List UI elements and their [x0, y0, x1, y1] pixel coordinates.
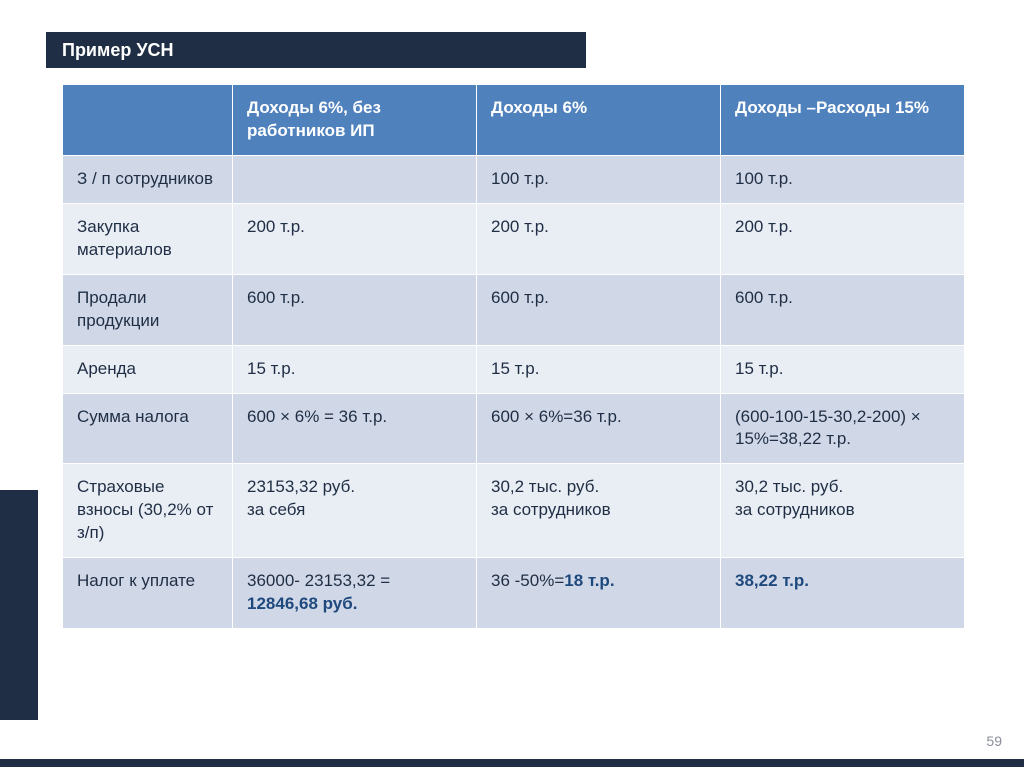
- emphasized-value: 38,22 т.р.: [735, 571, 809, 590]
- table-row: Сумма налога600 × 6% = 36 т.р.600 × 6%=3…: [63, 393, 965, 464]
- row-label: Страховые взносы (30,2% от з/п): [63, 464, 233, 558]
- table-cell: 30,2 тыс. руб.за сотрудников: [721, 464, 965, 558]
- page-number: 59: [986, 733, 1002, 749]
- table-row: Налог к уплате36000- 23153,32 = 12846,68…: [63, 558, 965, 629]
- table-cell: 15 т.р.: [477, 345, 721, 393]
- row-label: Налог к уплате: [63, 558, 233, 629]
- row-label: З / п сотрудников: [63, 155, 233, 203]
- table-cell: [233, 155, 477, 203]
- table-cell: 30,2 тыс. руб.за сотрудников: [477, 464, 721, 558]
- table-cell: 15 т.р.: [233, 345, 477, 393]
- table-cell: 100 т.р.: [477, 155, 721, 203]
- table-row: Аренда15 т.р.15 т.р.15 т.р.: [63, 345, 965, 393]
- table-row: З / п сотрудников 100 т.р.100 т.р.: [63, 155, 965, 203]
- table-cell: 200 т.р.: [233, 203, 477, 274]
- table-row: Страховые взносы (30,2% от з/п)23153,32 …: [63, 464, 965, 558]
- table-cell: 36000- 23153,32 = 12846,68 руб.: [233, 558, 477, 629]
- header-col-3: Доходы –Расходы 15%: [721, 85, 965, 156]
- deco-bottom-bar: [0, 759, 1024, 767]
- comparison-table: Доходы 6%, без работников ИП Доходы 6% Д…: [62, 84, 965, 629]
- table-cell: 38,22 т.р.: [721, 558, 965, 629]
- table-cell: 600 т.р.: [721, 274, 965, 345]
- table-cell: 600 т.р.: [233, 274, 477, 345]
- header-col-2: Доходы 6%: [477, 85, 721, 156]
- table-body: З / п сотрудников100 т.р.100 т.р.Закупка…: [63, 155, 965, 628]
- header-blank: [63, 85, 233, 156]
- row-label: Закупка материалов: [63, 203, 233, 274]
- row-label: Аренда: [63, 345, 233, 393]
- table-cell: 600 т.р.: [477, 274, 721, 345]
- table-cell: 600 × 6% = 36 т.р.: [233, 393, 477, 464]
- table-cell: (600-100-15-30,2-200) × 15%=38,22 т.р.: [721, 393, 965, 464]
- table-cell: 600 × 6%=36 т.р.: [477, 393, 721, 464]
- table-cell: 200 т.р.: [477, 203, 721, 274]
- table-cell: 100 т.р.: [721, 155, 965, 203]
- table-row: Закупка материалов200 т.р.200 т.р.200 т.…: [63, 203, 965, 274]
- table-row: Продали продукции600 т.р.600 т.р.600 т.р…: [63, 274, 965, 345]
- usn-table: Доходы 6%, без работников ИП Доходы 6% Д…: [62, 84, 962, 629]
- header-col-1: Доходы 6%, без работников ИП: [233, 85, 477, 156]
- table-cell: 200 т.р.: [721, 203, 965, 274]
- table-cell: 36 -50%=18 т.р.: [477, 558, 721, 629]
- row-label: Продали продукции: [63, 274, 233, 345]
- slide: Пример УСН Доходы 6%, без работников ИП …: [0, 0, 1024, 767]
- deco-left-bar: [0, 490, 38, 720]
- row-label: Сумма налога: [63, 393, 233, 464]
- emphasized-value: 12846,68 руб.: [247, 594, 357, 613]
- slide-title: Пример УСН: [46, 32, 586, 68]
- table-cell: 23153,32 руб.за себя: [233, 464, 477, 558]
- emphasized-value: 18 т.р.: [564, 571, 614, 590]
- table-cell: 15 т.р.: [721, 345, 965, 393]
- table-header-row: Доходы 6%, без работников ИП Доходы 6% Д…: [63, 85, 965, 156]
